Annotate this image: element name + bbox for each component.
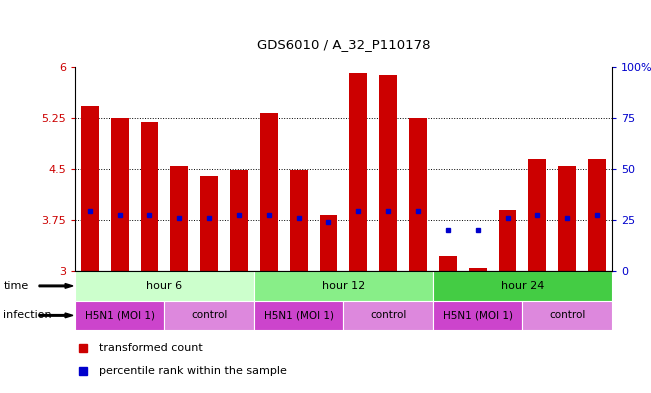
Bar [254, 271, 433, 301]
Bar [260, 113, 278, 271]
Bar [469, 268, 486, 271]
Bar [350, 73, 367, 271]
Bar [529, 159, 546, 271]
Text: percentile rank within the sample: percentile rank within the sample [99, 366, 287, 376]
Text: control: control [191, 310, 227, 320]
Bar [499, 210, 516, 271]
Text: hour 6: hour 6 [146, 281, 182, 291]
Bar [558, 165, 576, 271]
Text: H5N1 (MOI 1): H5N1 (MOI 1) [264, 310, 334, 320]
Bar [320, 215, 337, 271]
Text: hour 12: hour 12 [322, 281, 365, 291]
Text: time: time [3, 281, 29, 291]
Bar [111, 118, 129, 271]
Bar [81, 107, 99, 271]
Text: H5N1 (MOI 1): H5N1 (MOI 1) [443, 310, 513, 320]
Bar [75, 301, 164, 330]
Text: GDS6010 / A_32_P110178: GDS6010 / A_32_P110178 [256, 38, 430, 51]
Text: transformed count: transformed count [99, 343, 202, 353]
Bar [254, 301, 344, 330]
Bar [433, 301, 522, 330]
Text: control: control [370, 310, 406, 320]
Bar [344, 301, 433, 330]
Bar [75, 271, 254, 301]
Bar [290, 170, 307, 271]
Bar [230, 170, 248, 271]
Text: infection: infection [3, 310, 52, 320]
Bar [588, 159, 606, 271]
Text: hour 24: hour 24 [501, 281, 544, 291]
Bar [171, 165, 188, 271]
Bar [439, 256, 457, 271]
Bar [433, 271, 612, 301]
Bar [409, 118, 427, 271]
Bar [522, 301, 612, 330]
Text: control: control [549, 310, 585, 320]
Text: H5N1 (MOI 1): H5N1 (MOI 1) [85, 310, 155, 320]
Bar [141, 122, 158, 271]
Bar [201, 176, 218, 271]
Bar [164, 301, 254, 330]
Bar [379, 75, 397, 271]
